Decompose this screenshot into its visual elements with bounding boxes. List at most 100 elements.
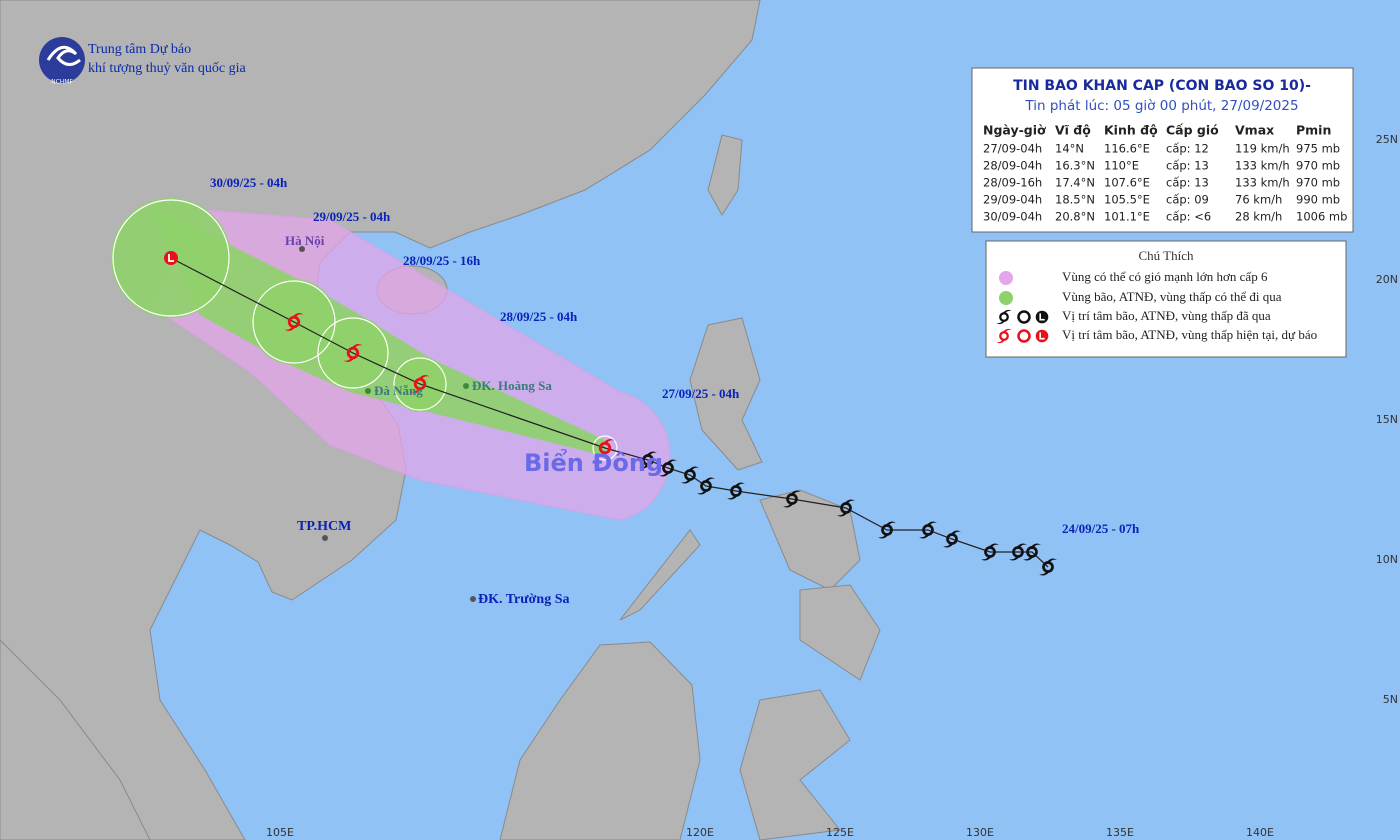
legend-label: Vùng có thể có gió mạnh lớn hơn cấp 6: [1062, 269, 1268, 284]
table-header: Vĩ độ: [1055, 123, 1091, 138]
table-cell: 107.6°E: [1104, 176, 1150, 190]
storm-symbol: [410, 375, 430, 393]
table-title: TIN BAO KHAN CAP (CON BAO SO 10)-: [1013, 78, 1311, 94]
storm-arm: [981, 543, 999, 561]
storm-symbol: [595, 439, 615, 457]
low-letter: [1039, 332, 1045, 340]
sumatra: [0, 639, 151, 840]
place-label: ĐK. Trường Sa: [478, 592, 570, 607]
storm-arm: [996, 328, 1012, 344]
legend: Chú Thích Vùng có thể có gió mạnh lớn hơ…: [985, 240, 1347, 358]
storm-symbol: [783, 490, 801, 508]
sea-label: Biển Đông: [524, 447, 663, 477]
lon-label: 125E: [826, 826, 854, 839]
storm-arm: [1023, 543, 1041, 561]
table-header: Pmin: [1296, 123, 1331, 138]
table-cell: cấp: 09: [1166, 193, 1209, 207]
low-disc: [164, 251, 178, 265]
time-label: 28/09/25 - 04h: [500, 309, 578, 324]
legend-label: Vị trí tâm bão, ATNĐ, vùng thấp đã qua: [1062, 308, 1271, 323]
storm-symbol: [981, 543, 999, 561]
legend-icon: [999, 271, 1013, 285]
logo-text: NCHMF: [51, 79, 73, 86]
storm-symbol: [681, 466, 699, 484]
lat-label: 20N: [1376, 273, 1398, 286]
storm-arm: [837, 499, 855, 517]
place-dot: [365, 388, 371, 394]
legend-icon: [999, 291, 1013, 305]
low-letter: [1039, 313, 1045, 321]
place-dot: [322, 535, 328, 541]
place-label: TP.HCM: [297, 519, 351, 534]
table-cell: 105.5°E: [1104, 193, 1150, 207]
lon-label: 135E: [1106, 826, 1134, 839]
lat-label: 10N: [1376, 553, 1398, 566]
storm-arm: [783, 490, 801, 508]
storm-arm: [1039, 558, 1057, 576]
table-cell: 17.4°N: [1055, 176, 1095, 190]
legend-icon: [1017, 329, 1031, 343]
table-cell: 16.3°N: [1055, 159, 1095, 173]
storm-arm: [919, 521, 937, 539]
storm-symbol: [919, 521, 937, 539]
table-cell: 975 mb: [1296, 142, 1340, 156]
storm-arm: [1009, 543, 1027, 561]
storm-arm: [284, 313, 304, 331]
place-label: ĐK. Hoàng Sa: [472, 378, 552, 393]
table-cell: 970 mb: [1296, 176, 1340, 190]
table-cell: cấp: 12: [1166, 142, 1209, 156]
legend-label: Vùng bão, ATNĐ, vùng thấp có thể đi qua: [1062, 289, 1282, 304]
low-symbol: [1035, 310, 1049, 324]
low-disc: [1035, 310, 1049, 324]
radius-circles: [112, 199, 618, 461]
table-cell: 133 km/h: [1235, 159, 1290, 173]
table-cell: 990 mb: [1296, 193, 1340, 207]
place-dot: [463, 383, 469, 389]
low-symbol: [1035, 329, 1049, 343]
table-box: [971, 67, 1354, 233]
low-disc: [1035, 329, 1049, 343]
storm-arm: [410, 375, 430, 393]
low-symbol: [164, 251, 178, 265]
place-label: Đà Nẵng: [374, 383, 423, 398]
table-cell: 116.6°E: [1104, 142, 1150, 156]
taiwan: [707, 134, 743, 216]
table-cell: 14°N: [1055, 142, 1084, 156]
table-cell: 27/09-04h: [983, 142, 1042, 156]
low-letter: [168, 254, 174, 262]
table-cell: 101.1°E: [1104, 210, 1150, 224]
lon-label: 105E: [266, 826, 294, 839]
storm-symbol: [639, 451, 657, 469]
time-label: 28/09/25 - 16h: [403, 253, 481, 268]
table-cell: 119 km/h: [1235, 142, 1290, 156]
lat-label: 25N: [1376, 133, 1398, 146]
storm-arm: [727, 482, 745, 500]
storm-arm: [878, 521, 896, 539]
sulawesi: [739, 689, 851, 840]
table-cell: cấp: <6: [1166, 210, 1211, 224]
storm-symbol: [996, 309, 1012, 325]
palawan: [619, 529, 701, 621]
table-cell: 970 mb: [1296, 159, 1340, 173]
storm-arm: [697, 477, 715, 495]
info-table: TIN BAO KHAN CAP (CON BAO SO 10)- Tin ph…: [971, 67, 1354, 233]
table-cell: 28/09-04h: [983, 159, 1042, 173]
table-body: Ngày-giờ Vĩ độ Kinh độ Cấp gió Vmax Pmin 27/09…: [983, 123, 1347, 224]
time-label: 30/09/25 - 04h: [210, 175, 288, 190]
lon-label: 130E: [966, 826, 994, 839]
table-cell: 28 km/h: [1235, 210, 1282, 224]
place-label: Hà Nội: [285, 233, 325, 248]
storm-arm: [659, 459, 677, 477]
visayas: [759, 489, 861, 591]
legend-icons: [996, 309, 1049, 344]
legend-icon: [1017, 310, 1031, 324]
agency-name: khí tượng thuỷ văn quốc gia: [88, 61, 246, 76]
track-line: [170, 257, 1049, 568]
table-cell: 18.5°N: [1055, 193, 1095, 207]
table-cell: 1006 mb: [1296, 210, 1347, 224]
logo: NCHMF: [39, 37, 85, 86]
storm-symbol: [1009, 543, 1027, 561]
storm-symbol: [697, 477, 715, 495]
storm-symbol: [996, 328, 1012, 344]
